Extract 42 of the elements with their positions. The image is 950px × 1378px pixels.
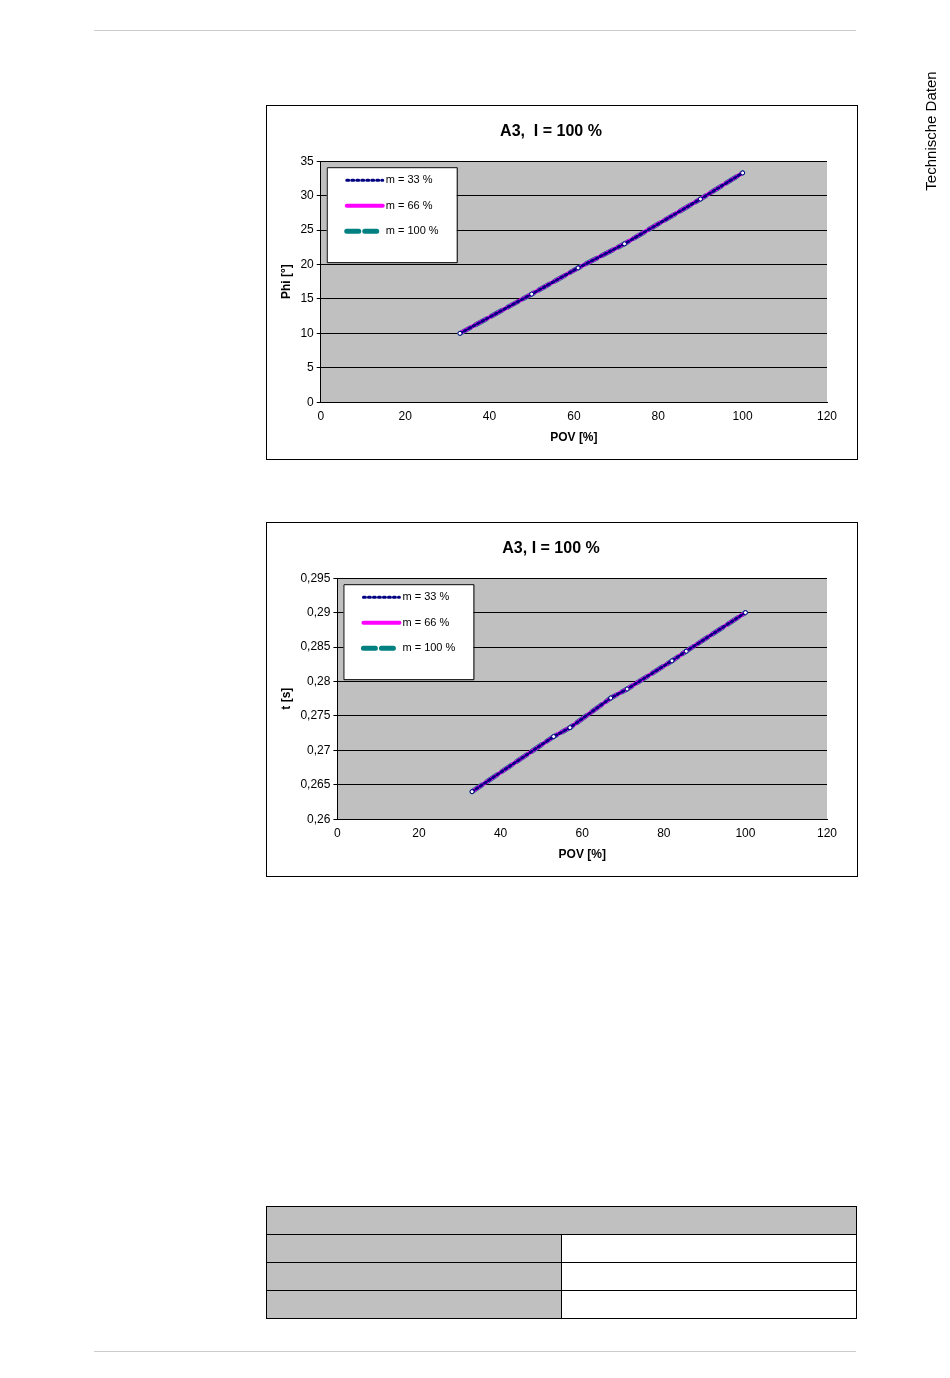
text: Technische Daten [921, 71, 939, 191]
legend-label: m = 33 % [385, 173, 433, 186]
x-tick-label: 60 [567, 408, 581, 423]
legend-label: m = 100 % [385, 224, 439, 237]
x-tick-label: 100 [732, 408, 753, 423]
y-tick-label: 20 [300, 256, 315, 271]
chart-title: A3, I = 100 % [502, 539, 600, 557]
y-tick-label: 30 [300, 187, 315, 202]
x-tick-label: 0 [334, 825, 342, 840]
x-tick-label: 20 [412, 825, 427, 840]
y-tick-label: 5 [307, 360, 315, 375]
legend-label: m = 33 % [402, 590, 450, 603]
y-tick-label: 10 [300, 325, 315, 340]
chart-title: A3, I = 100 % [500, 122, 602, 140]
y-tick-label: 0,265 [300, 777, 331, 792]
y-tick-label: 0,285 [300, 639, 331, 654]
y-tick-label: 0,28 [307, 673, 331, 688]
x-tick-label: 120 [816, 408, 838, 423]
x-tick-label: 80 [657, 825, 671, 840]
legend-label: m = 66 % [385, 198, 433, 211]
y-tick-label: 15 [300, 291, 315, 306]
x-tick-label: 60 [575, 825, 590, 840]
y-tick-label: 35 [300, 153, 315, 168]
x-tick-label: 40 [493, 825, 508, 840]
x-axis-title: POV [%] [558, 847, 606, 862]
x-tick-label: 40 [482, 408, 497, 423]
y-tick-label: 0,29 [307, 604, 331, 619]
y-tick-label: 25 [300, 222, 315, 237]
x-axis-title: POV [%] [550, 430, 598, 445]
x-tick-label: 100 [735, 825, 756, 840]
x-tick-label: 20 [398, 408, 413, 423]
y-tick-label: 0,275 [300, 708, 331, 723]
legend-label: m = 66 % [402, 615, 450, 628]
x-tick-label: 80 [651, 408, 666, 423]
y-tick-label: 0,27 [307, 742, 331, 757]
y-axis-title: Phi [°] [278, 264, 293, 300]
legend-label: m = 100 % [402, 641, 456, 654]
y-tick-label: 0 [307, 394, 315, 409]
y-tick-label: 0,26 [307, 811, 331, 826]
y-axis-title: t [s] [278, 687, 293, 710]
y-tick-label: 0,295 [300, 570, 331, 585]
x-tick-label: 120 [816, 825, 838, 840]
